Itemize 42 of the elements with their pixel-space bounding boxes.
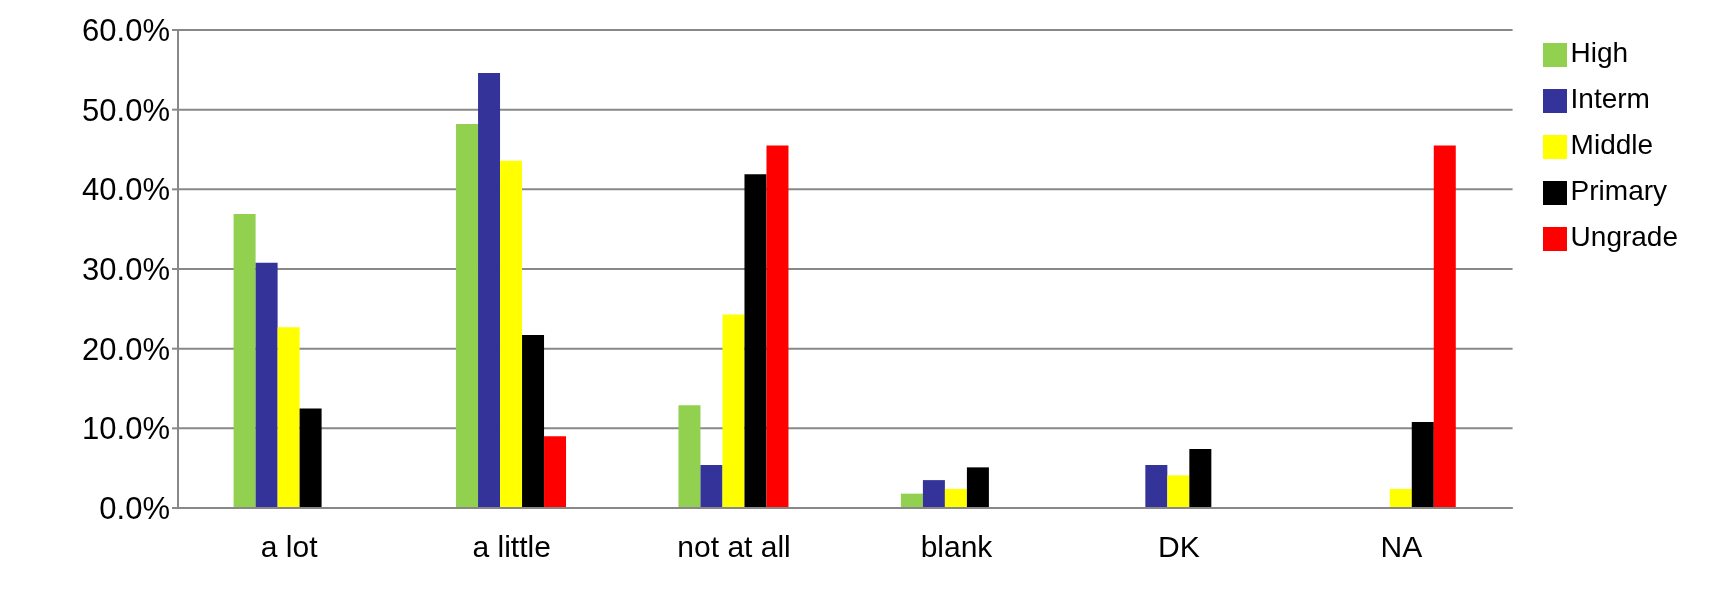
y-tick-label: 20.0% bbox=[82, 331, 170, 367]
y-tick-label: 10.0% bbox=[82, 411, 170, 447]
bar bbox=[456, 124, 479, 508]
y-tick-label: 30.0% bbox=[82, 252, 170, 288]
x-tick-label: NA bbox=[1380, 530, 1423, 564]
bar bbox=[1167, 475, 1190, 508]
bar bbox=[299, 408, 322, 508]
x-tick-label: a little bbox=[472, 530, 551, 564]
bar bbox=[922, 480, 945, 508]
bar bbox=[900, 493, 923, 508]
bar bbox=[766, 145, 789, 508]
x-tick-label: not at all bbox=[677, 530, 791, 564]
bar bbox=[478, 73, 501, 508]
bar bbox=[966, 467, 989, 508]
legend-label: Ungrade bbox=[1570, 221, 1678, 252]
legend-label: Primary bbox=[1570, 175, 1668, 206]
bar bbox=[522, 335, 545, 508]
legend-label: Middle bbox=[1570, 129, 1654, 160]
bar bbox=[277, 327, 300, 508]
y-tick-label: 50.0% bbox=[82, 92, 170, 128]
bar bbox=[722, 314, 745, 508]
bar bbox=[1189, 449, 1212, 508]
x-tick-label: a lot bbox=[260, 530, 319, 564]
bar bbox=[255, 262, 278, 508]
y-tick-label: 60.0% bbox=[82, 13, 170, 49]
bar bbox=[700, 464, 723, 508]
bar bbox=[678, 405, 701, 508]
y-tick-label: 40.0% bbox=[82, 172, 170, 208]
bar bbox=[944, 488, 967, 508]
bar bbox=[544, 436, 567, 508]
y-tick-label: 0.0% bbox=[99, 491, 170, 527]
bar bbox=[500, 160, 523, 508]
x-tick-label: blank bbox=[920, 530, 994, 564]
legend-label: Interm bbox=[1570, 83, 1650, 114]
legend-label: High bbox=[1570, 37, 1629, 68]
bar bbox=[1433, 145, 1456, 508]
bar bbox=[1145, 464, 1168, 508]
bar bbox=[744, 174, 767, 508]
bar bbox=[1389, 488, 1412, 508]
bar bbox=[233, 214, 256, 508]
x-tick-label: DK bbox=[1158, 530, 1200, 564]
bar bbox=[1411, 421, 1434, 508]
